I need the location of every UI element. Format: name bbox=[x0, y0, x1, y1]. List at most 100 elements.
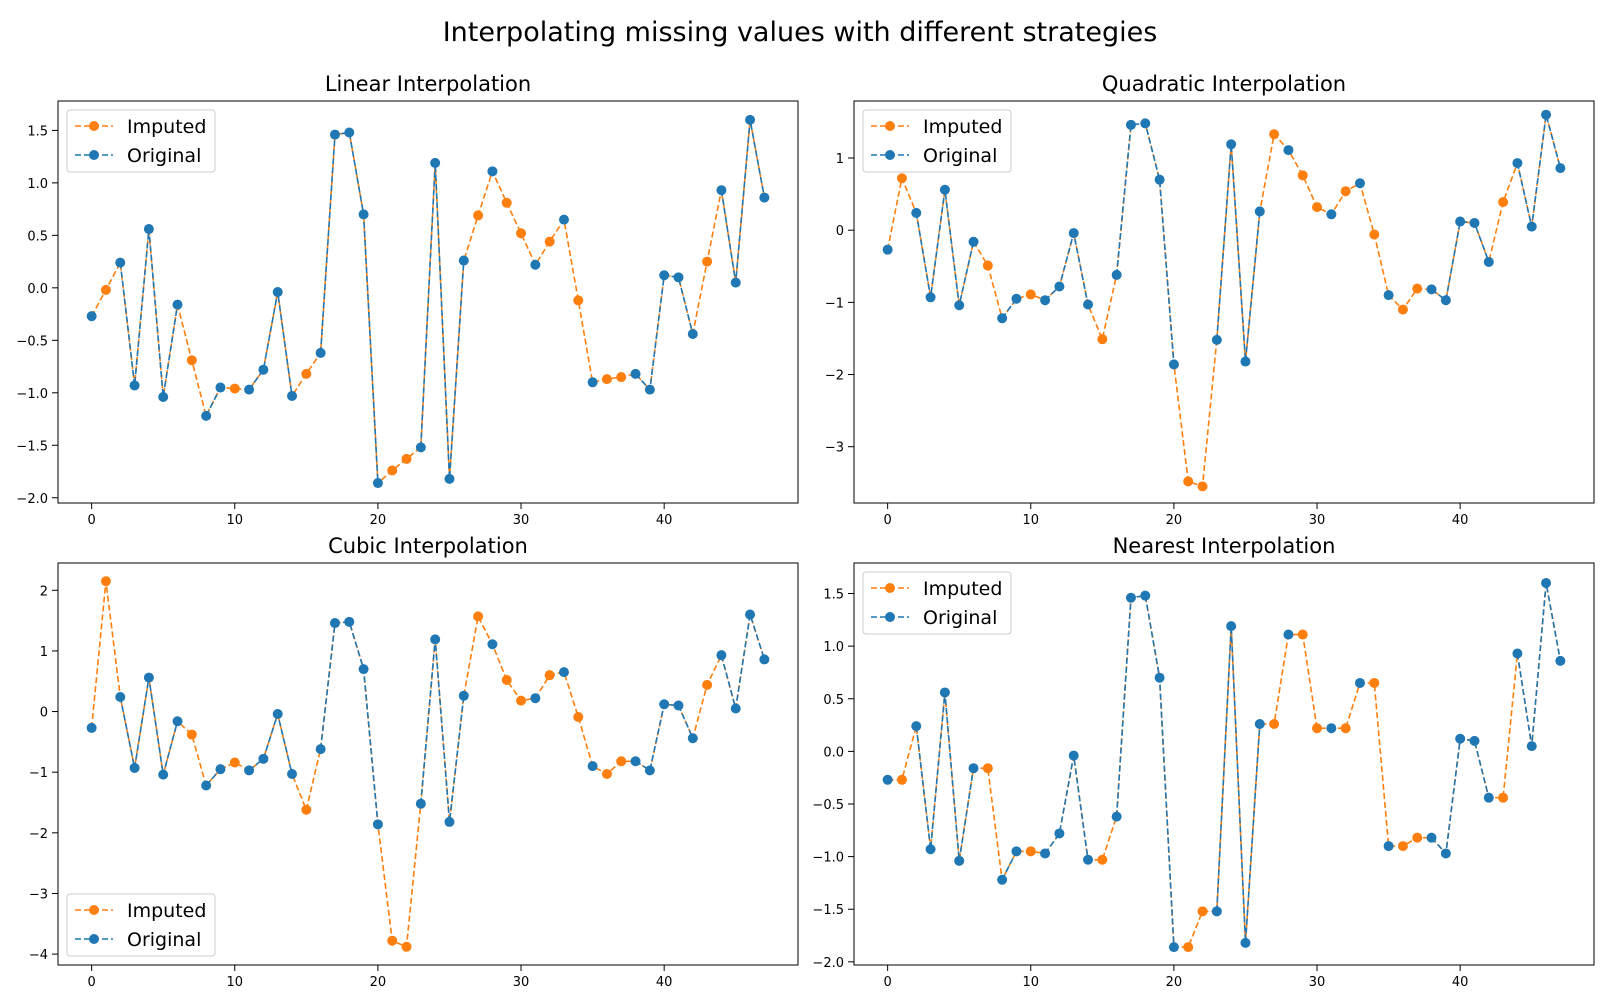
original-series-line bbox=[720, 119, 766, 283]
x-tick-label: 10 bbox=[1022, 975, 1039, 990]
original-series-line bbox=[319, 620, 379, 825]
original-point bbox=[1125, 119, 1136, 130]
original-point bbox=[530, 693, 541, 704]
imputed-point bbox=[1097, 334, 1108, 345]
original-point bbox=[673, 700, 684, 711]
original-point bbox=[244, 765, 255, 776]
original-point bbox=[315, 744, 326, 755]
axes-frame bbox=[853, 562, 1595, 966]
original-point bbox=[344, 127, 355, 138]
x-tick-label: 30 bbox=[513, 975, 530, 990]
original-point bbox=[925, 292, 936, 303]
y-tick-label: 0.5 bbox=[823, 693, 844, 708]
original-point bbox=[1040, 848, 1051, 859]
original-point bbox=[1226, 621, 1237, 632]
original-point bbox=[644, 384, 655, 395]
x-tick-label: 40 bbox=[656, 975, 673, 990]
original-point bbox=[1168, 359, 1179, 370]
imputed-point bbox=[616, 756, 627, 767]
original-series-line bbox=[1044, 755, 1089, 860]
legend-original-marker bbox=[89, 150, 99, 160]
imputed-point bbox=[501, 675, 512, 686]
original-point bbox=[1140, 590, 1151, 601]
imputed-point bbox=[301, 804, 312, 815]
imputed-point bbox=[896, 173, 907, 184]
imputed-point bbox=[401, 453, 412, 464]
y-tick-label: 0.0 bbox=[27, 282, 48, 297]
legend-imputed-label: Imputed bbox=[923, 578, 1002, 600]
y-tick-label: −2 bbox=[825, 369, 844, 384]
original-point bbox=[1154, 174, 1165, 185]
original-series-line bbox=[1431, 220, 1490, 302]
imputed-point bbox=[229, 757, 240, 768]
original-point bbox=[1083, 854, 1094, 865]
legend-original-label: Original bbox=[127, 929, 201, 951]
original-series-line bbox=[1516, 582, 1562, 747]
original-point bbox=[687, 733, 698, 744]
legend-imputed-marker bbox=[885, 583, 895, 593]
original-series-line bbox=[1216, 144, 1261, 362]
imputed-point bbox=[616, 372, 627, 383]
y-tick-label: −1.5 bbox=[812, 903, 844, 918]
y-tick-label: −4 bbox=[29, 948, 48, 963]
original-point bbox=[1240, 937, 1251, 948]
x-tick-label: 0 bbox=[883, 513, 891, 528]
imputed-point bbox=[1498, 197, 1509, 208]
original-point bbox=[1455, 216, 1466, 227]
original-series-line bbox=[1001, 850, 1018, 881]
x-tick-label: 30 bbox=[1309, 975, 1326, 990]
imputed-point bbox=[1412, 832, 1423, 843]
original-point bbox=[430, 634, 441, 645]
original-series-line bbox=[248, 291, 293, 397]
original-point bbox=[1426, 832, 1437, 843]
original-series-line bbox=[319, 131, 379, 484]
y-tick-label: 0.0 bbox=[823, 745, 844, 760]
original-point bbox=[329, 129, 340, 140]
original-point bbox=[158, 769, 169, 780]
original-point bbox=[925, 844, 936, 855]
original-point bbox=[659, 699, 670, 710]
imputed-point bbox=[1197, 481, 1208, 492]
original-series-line bbox=[119, 677, 179, 775]
imputed-point bbox=[1498, 792, 1509, 803]
imputed-point bbox=[1397, 304, 1408, 315]
y-tick-label: −1 bbox=[825, 296, 844, 311]
imputed-point bbox=[544, 670, 555, 681]
imputed-point bbox=[1297, 629, 1308, 640]
legend-original-marker bbox=[885, 612, 895, 622]
legend-imputed-marker bbox=[885, 121, 895, 131]
original-point bbox=[1483, 792, 1494, 803]
original-series-line bbox=[1430, 737, 1490, 856]
original-point bbox=[630, 368, 641, 379]
original-series-line bbox=[420, 162, 465, 479]
original-point bbox=[1068, 750, 1079, 761]
imputed-point bbox=[186, 729, 197, 740]
y-tick-label: 1.0 bbox=[27, 177, 48, 192]
y-tick-label: −2.0 bbox=[16, 492, 48, 507]
legend-imputed-label: Imputed bbox=[127, 900, 206, 922]
imputed-point bbox=[1369, 229, 1380, 240]
x-tick-label: 40 bbox=[1452, 975, 1469, 990]
original-series-line bbox=[915, 692, 975, 861]
imputed-point bbox=[516, 695, 527, 706]
original-point bbox=[558, 214, 569, 225]
original-point bbox=[1240, 356, 1251, 367]
imputed-point bbox=[229, 383, 240, 394]
original-series-line bbox=[635, 703, 694, 772]
original-point bbox=[358, 209, 369, 220]
x-tick-label: 10 bbox=[226, 975, 243, 990]
original-point bbox=[687, 329, 698, 340]
x-tick-label: 30 bbox=[513, 513, 530, 528]
y-tick-label: 0 bbox=[40, 706, 48, 721]
original-point bbox=[954, 855, 965, 866]
legend: Imputed Original bbox=[862, 571, 1012, 635]
original-point bbox=[258, 364, 269, 375]
legend-imputed-label: Imputed bbox=[923, 116, 1002, 138]
x-tick-label: 20 bbox=[370, 513, 387, 528]
imputed-point bbox=[516, 228, 527, 239]
y-tick-label: −0.5 bbox=[812, 798, 844, 813]
original-point bbox=[1211, 906, 1222, 917]
figure-title: Interpolating missing values with differ… bbox=[443, 17, 1158, 48]
legend-imputed-marker bbox=[89, 121, 99, 131]
